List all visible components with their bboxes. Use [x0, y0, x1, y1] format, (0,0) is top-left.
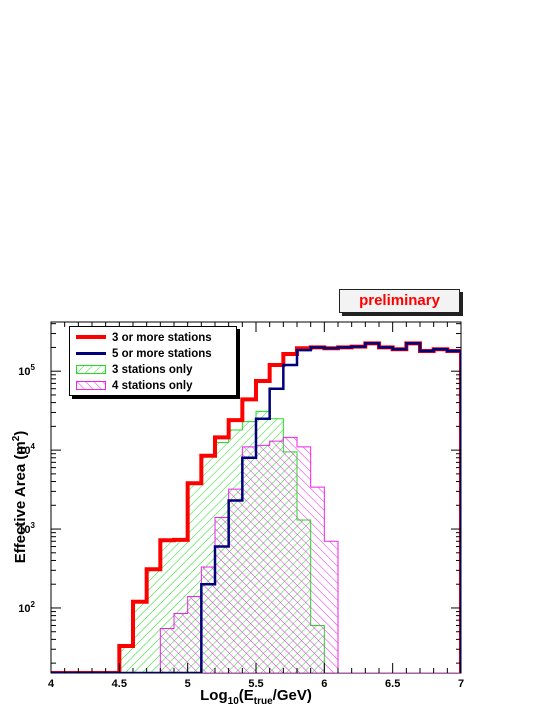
y-tick-label: 105	[18, 363, 35, 378]
legend-label: 3 stations only	[112, 364, 193, 376]
axis-ticks	[50, 322, 462, 673]
x-tick-labels: 4 4.5 5 5.5 6 6.5 7	[48, 678, 464, 690]
y-tick-labels: 102 103 104 105	[18, 363, 35, 615]
legend-label: 3 or more stations	[112, 332, 212, 344]
x-tick-label: 4	[48, 678, 55, 690]
legend-swatch-red-line	[76, 335, 106, 339]
x-tick-label: 6.5	[385, 678, 400, 690]
legend: 3 or more stations 5 or more stations 3 …	[69, 326, 237, 396]
legend-swatch-green-hatch	[76, 365, 106, 374]
legend-swatch-navy-line	[76, 352, 106, 355]
histogram-series-five-or-more-stations	[51, 342, 461, 673]
preliminary-badge: preliminary	[339, 289, 460, 313]
legend-item-three-only: 3 stations only	[70, 362, 236, 378]
y-tick-label: 103	[18, 521, 35, 536]
legend-item-four-only: 4 stations only	[70, 378, 236, 394]
x-axis-title: Log10(Etrue/GeV)	[200, 687, 312, 707]
x-tick-label: 6	[321, 678, 327, 690]
y-axis-title: Effective Area (m2)	[11, 431, 29, 564]
x-tick-label: 5.5	[248, 678, 263, 690]
legend-label: 4 stations only	[112, 380, 193, 392]
legend-swatch-magenta-hatch	[76, 381, 106, 390]
y-tick-label: 104	[18, 442, 35, 457]
x-tick-label: 4.5	[112, 678, 127, 690]
legend-label: 5 or more stations	[112, 348, 212, 360]
preliminary-label: preliminary	[359, 292, 440, 309]
histogram-layer	[51, 341, 461, 673]
x-tick-label: 7	[458, 678, 464, 690]
legend-item-five-or-more: 5 or more stations	[70, 346, 236, 362]
legend-item-three-or-more: 3 or more stations	[70, 330, 236, 346]
y-tick-label: 102	[18, 600, 35, 615]
x-tick-label: 5	[185, 678, 191, 690]
